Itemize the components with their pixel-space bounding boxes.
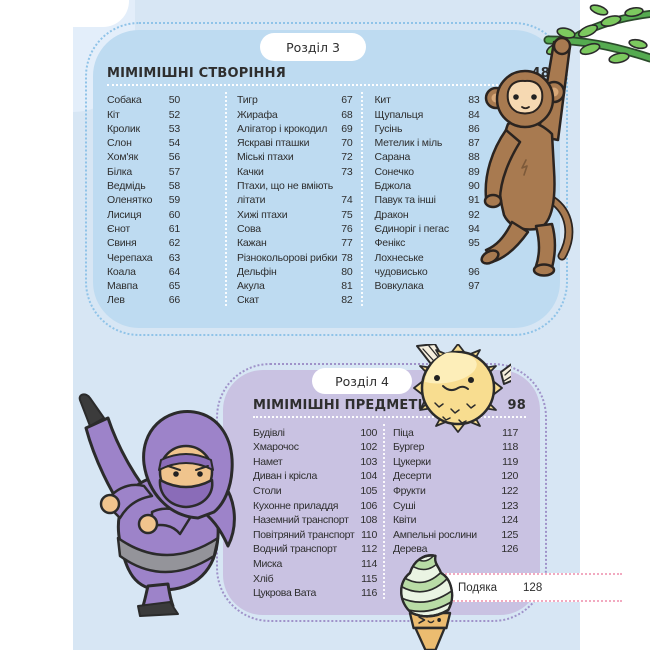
toc-entry: Білка 57 (107, 165, 180, 178)
toc-entry: Повітряний транспорт 110 (253, 528, 377, 541)
toc-entry: Яскраві пташки 70 (237, 137, 353, 150)
dotted-divider (107, 84, 550, 86)
toc-column: Піца 117 Бургер 118 Цукерки 119 Десерти … (393, 424, 518, 599)
acknowledgements-label: Подяка (458, 581, 498, 594)
toc-entry: Дерева 126 (393, 543, 518, 556)
toc-entry: Цукрова Вата 116 (253, 587, 377, 600)
toc-entry: Метелик і міль 87 (374, 137, 480, 150)
chapter3-label: Розділ 3 (286, 39, 340, 55)
toc-entry: Фрукти 122 (393, 484, 518, 497)
toc-entry: Вовкулака 97 (374, 280, 480, 293)
dotted-column-separator (225, 92, 227, 307)
dotted-column-separator (383, 424, 385, 600)
toc-entry: Щупальця 84 (374, 108, 480, 121)
dotted-column-separator (360, 92, 363, 307)
chapter4-page-number: 98 (507, 398, 526, 413)
toc-entry: Бджола 90 (374, 180, 480, 193)
chapter3-page-number: 48 (531, 66, 550, 81)
toc-entry: Гусінь 86 (374, 122, 480, 135)
page-margin-right (580, 0, 650, 650)
toc-entry: Хом'як 56 (107, 151, 180, 164)
toc-entry: Фенікс 95 (374, 237, 480, 250)
chapter4-heading: МІМІМІШНІ ПРЕДМЕТИ 98 (253, 398, 526, 413)
toc-entry: літати 74 (237, 194, 353, 207)
toc-entry: Різнокольорові рибки 78 (237, 251, 353, 264)
toc-entry: Лев 66 (107, 294, 180, 307)
chapter3-pill: Розділ 3 (260, 33, 366, 61)
toc-entry: Алігатор і крокодил 69 (237, 122, 353, 135)
toc-entry: Коала 64 (107, 265, 180, 278)
toc-entry: Намет 103 (253, 455, 377, 468)
toc-entry: Квіти 124 (393, 514, 518, 527)
toc-entry: Дельфін 80 (237, 265, 353, 278)
toc-entry: Диван і крісла 104 (253, 470, 377, 483)
chapter3-contents-box: МІМІМІШНІ СТВОРІННЯ 48 Собака 50 Кіт 52 … (85, 22, 568, 336)
chapter4-pill: Розділ 4 (312, 368, 412, 394)
toc-column: Будівлі 100 Хмарочос 102 Намет 103 Диван… (253, 424, 377, 600)
toc-entry: Свиня 62 (107, 237, 180, 250)
toc-entry: Сова 76 (237, 222, 353, 235)
toc-entry: Суші 123 (393, 499, 518, 512)
toc-entry: Ампельні рослини 125 (393, 528, 518, 541)
toc-entry: Цукерки 119 (393, 455, 518, 468)
toc-entry: Черепаха 63 (107, 251, 180, 264)
toc-entry: Ведмідь 58 (107, 180, 180, 193)
page-margin-left (0, 0, 73, 650)
toc-entry: Акула 81 (237, 280, 353, 293)
toc-entry: Наземний транспорт 108 (253, 514, 377, 527)
chapter3-columns: Собака 50 Кіт 52 Кролик 53 Слон 54 Хом'я… (107, 92, 550, 307)
toc-entry: Хліб 115 (253, 572, 377, 585)
toc-entry: Міські птахи 72 (237, 151, 353, 164)
toc-entry: Сонечко 89 (374, 165, 480, 178)
toc-entry: Кролик 53 (107, 122, 180, 135)
toc-entry: Качки 73 (237, 165, 353, 178)
toc-entry: Столи 105 (253, 484, 377, 497)
chapter4-columns: Будівлі 100 Хмарочос 102 Намет 103 Диван… (253, 424, 526, 600)
toc-entry: Хмарочос 102 (253, 441, 377, 454)
toc-entry: Кухонне приладдя 106 (253, 499, 377, 512)
toc-entry: Водний транспорт 112 (253, 543, 377, 556)
toc-entry: Оленятко 59 (107, 194, 180, 207)
toc-entry: Єнот 61 (107, 222, 180, 235)
toc-entry: Десерти 120 (393, 470, 518, 483)
toc-entry: Дракон 92 (374, 208, 480, 221)
toc-column: Тигр 67 Жирафа 68 Алігатор і крокодил 69… (237, 92, 353, 306)
toc-entry: Кит 83 (374, 94, 480, 107)
chapter3-heading: МІМІМІШНІ СТВОРІННЯ 48 (107, 66, 550, 81)
toc-entry: Скат 82 (237, 294, 353, 307)
dotted-divider (253, 416, 526, 418)
toc-entry: Єдиноріг і пегас 94 (374, 222, 480, 235)
acknowledgements-band: Подяка 128 (430, 573, 622, 602)
toc-entry: Жирафа 68 (237, 108, 353, 121)
toc-column: Кит 83 Щупальця 84 Гусінь 86 Метелик і м… (375, 92, 480, 306)
toc-entry: Павук та інші 91 (374, 194, 480, 207)
toc-entry: Собака 50 (107, 94, 180, 107)
chapter4-label: Розділ 4 (335, 373, 389, 389)
acknowledgements-page-number: 128 (523, 581, 543, 594)
toc-entry: Лисиця 60 (107, 208, 180, 221)
toc-entry: чудовисько 96 (374, 265, 480, 278)
toc-entry: Бургер 118 (393, 441, 518, 454)
chapter4-title: МІМІМІШНІ ПРЕДМЕТИ (253, 398, 429, 413)
toc-entry: Будівлі 100 (253, 426, 377, 439)
toc-entry: Слон 54 (107, 137, 180, 150)
toc-entry: Кіт 52 (107, 108, 180, 121)
toc-column: Собака 50 Кіт 52 Кролик 53 Слон 54 Хом'я… (107, 92, 180, 306)
toc-entry: Піца 117 (393, 426, 518, 439)
toc-entry: Птахи, що не вміють (237, 180, 333, 193)
toc-entry: Кажан 77 (237, 237, 353, 250)
toc-entry: Миска 114 (253, 557, 377, 570)
toc-entry: Мавпа 65 (107, 280, 180, 293)
toc-entry: Тигр 67 (237, 94, 353, 107)
ninja-illustration (78, 393, 236, 617)
toc-entry: Лохнеське (374, 251, 424, 264)
chapter3-title: МІМІМІШНІ СТВОРІННЯ (107, 66, 286, 81)
toc-entry: Сарана 88 (374, 151, 480, 164)
toc-entry: Хижі птахи 75 (237, 208, 353, 221)
